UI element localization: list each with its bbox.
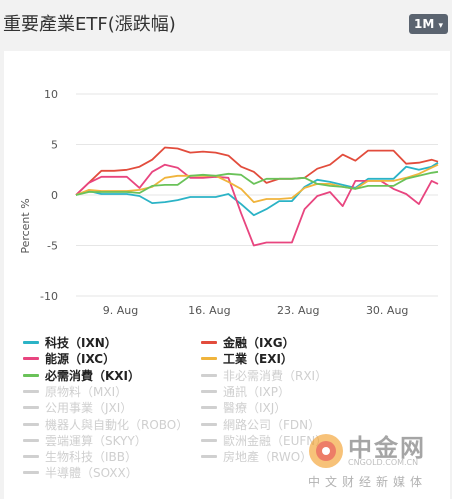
legend-item[interactable]: 通訊（IXP） [201,384,290,399]
legend-swatch-icon [23,357,39,361]
x-tick-label: 23. Aug [277,304,319,317]
legend-item[interactable]: 非必需消費（RXI） [201,368,327,383]
legend-item[interactable]: 雲端運算（SKYY） [23,433,147,448]
legend-swatch-icon [201,406,217,410]
legend-swatch-icon [201,455,217,459]
legend-label: 通訊（IXP） [223,384,290,399]
watermark-site: CNGOLD.COM.CN [348,458,419,467]
legend-swatch-icon [23,341,39,344]
legend-item[interactable]: 能源（IXC） [23,351,115,366]
watermark-logo [309,434,343,468]
legend-item[interactable]: 機器人與自動化（ROBO） [23,417,188,432]
legend-label: 機器人與自動化（ROBO） [45,417,189,432]
legend-item[interactable]: 房地產（RWO） [201,449,312,464]
legend-swatch-icon [23,373,39,377]
legend-item[interactable]: 必需消費（KXI） [23,368,140,383]
header: 重要產業ETF(漲跌幅) 1M ▾ [0,0,452,48]
legend-label: 能源（IXC） [45,352,116,367]
legend-item[interactable]: 網路公司（FDN） [201,417,320,432]
chart-panel: 10 5 0 -5 -10 9. Aug 16. Aug 23. Aug 30. Aug Pe… [4,51,450,499]
series-line-1 [75,161,439,217]
legend-swatch-icon [201,422,217,426]
watermark-brand: 中金网 [348,434,426,462]
x-tick-label: 16. Aug [188,304,230,317]
legend-label: 房地產（RWO） [223,450,313,465]
series-lines [75,146,439,247]
y-tick-label: 5 [51,139,58,152]
legend-label: 雲端運算（SKYY） [45,433,147,448]
legend-swatch-icon [23,422,39,426]
legend-label: 原物料（MXI） [45,384,128,399]
legend-swatch-icon [23,455,39,459]
legend-item[interactable]: 原物料（MXI） [23,384,127,399]
y-axis-label: Percent % [19,198,32,253]
x-tick-label: 30. Aug [366,304,408,317]
legend-label: 必需消費（KXI） [45,368,141,383]
legend-item[interactable]: 工業（EXI） [201,351,293,366]
y-axis-ticks: 10 5 0 -5 -10 [40,88,58,303]
legend-label: 醫療（IXJ） [223,401,287,416]
legend-item[interactable]: 歐洲金融（EUFN） [201,433,327,448]
caret-down-icon: ▾ [435,21,443,31]
series-line-3 [75,163,439,247]
legend-label: 非必需消費（RXI） [223,368,328,383]
watermark: 中金网 CNGOLD.COM.CN 中文财经新媒体 [296,425,446,495]
legend-item[interactable]: 生物科技（IBB） [23,449,137,464]
legend-item[interactable]: 金融（IXG） [201,335,295,350]
legend-item[interactable]: 半導體（SOXX） [23,465,138,480]
page-title: 重要產業ETF(漲跌幅) [3,14,176,35]
legend-label: 網路公司（FDN） [223,417,321,432]
series-line-2 [75,146,439,196]
legend-label: 公用事業（JXI） [45,401,133,416]
legend-swatch-icon [201,373,217,377]
legend-label: 歐洲金融（EUFN） [223,433,328,448]
series-line-4 [75,163,439,204]
legend-item[interactable]: 醫療（IXJ） [201,400,286,415]
legend-label: 工業（EXI） [223,352,293,367]
y-tick-label: -5 [47,240,58,253]
legend-label: 半導體（SOXX） [45,466,138,481]
legend-swatch-icon [23,471,39,475]
legend-label: 生物科技（IBB） [45,450,138,465]
y-tick-label: -10 [40,290,58,303]
watermark-slogan: 中文财经新媒体 [308,475,428,489]
y-tick-label: 10 [44,88,58,101]
legend-label: 金融（IXG） [223,336,295,350]
range-dropdown-button[interactable]: 1M ▾ [409,14,448,34]
x-axis-ticks: 9. Aug 16. Aug 23. Aug 30. Aug [103,304,409,317]
legend-label: 科技（IXN） [45,336,117,350]
legend-item[interactable]: 公用事業（JXI） [23,400,132,415]
legend-swatch-icon [201,389,217,393]
legend-swatch-icon [23,438,39,442]
range-label: 1M [414,17,435,31]
line-chart: 10 5 0 -5 -10 9. Aug 16. Aug 23. Aug 30. Aug Pe… [19,88,439,317]
legend-item[interactable]: 科技（IXN） [23,335,117,350]
legend-swatch-icon [201,341,217,344]
series-line-5 [75,170,439,196]
y-tick-label: 0 [51,189,58,202]
legend-swatch-icon [23,406,39,410]
x-tick-label: 9. Aug [103,304,138,317]
legend-swatch-icon [201,357,217,361]
legend-swatch-icon [23,389,39,393]
legend-swatch-icon [201,438,217,442]
